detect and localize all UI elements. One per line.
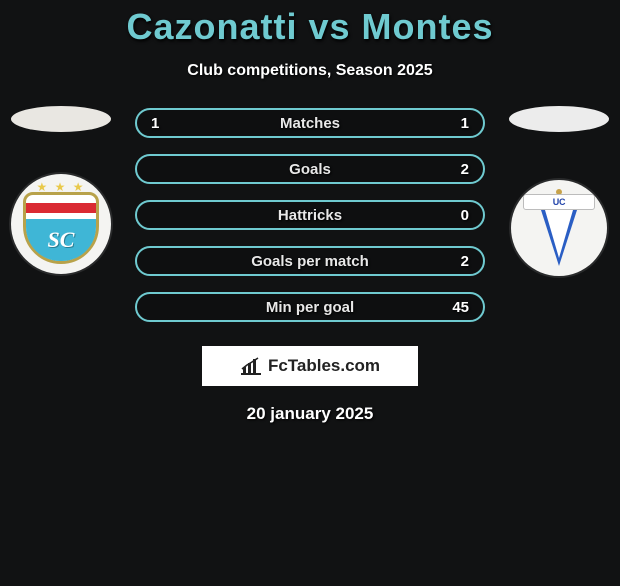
- club-right-band: UC: [523, 194, 595, 210]
- club-badge-left: ★ ★ ★ SC: [11, 174, 111, 274]
- stat-label: Goals: [137, 156, 483, 182]
- stat-value-right: 45: [433, 294, 479, 320]
- page-title: Cazonatti vs Montes: [0, 6, 620, 48]
- stat-row: Hattricks0: [135, 200, 485, 230]
- player-right-head-ellipse: [509, 106, 609, 132]
- stat-row: Min per goal45: [135, 292, 485, 322]
- stat-label: Min per goal: [137, 294, 483, 320]
- stat-label: Goals per match: [137, 248, 483, 274]
- stat-label: Hattricks: [137, 202, 483, 228]
- stat-row: 1Matches1: [135, 108, 485, 138]
- stat-value-right: 2: [433, 248, 479, 274]
- stat-row: Goals per match2: [135, 246, 485, 276]
- shield-icon: SC: [23, 192, 99, 264]
- club-badge-right: UC: [511, 180, 607, 276]
- brand-box: FcTables.com: [202, 346, 418, 386]
- player-right-column: UC: [504, 108, 614, 276]
- player-left-column: ★ ★ ★ SC: [6, 108, 116, 274]
- stat-value-right: 2: [433, 156, 479, 182]
- pennant-icon: [541, 210, 577, 266]
- stat-rows: 1Matches1Goals2Hattricks0Goals per match…: [135, 108, 485, 322]
- comparison-zone: ★ ★ ★ SC UC 1Matches1Goals2Hattricks0Goa…: [0, 108, 620, 322]
- stat-label: Matches: [137, 110, 483, 136]
- stat-value-right: 1: [433, 110, 479, 136]
- stat-value-right: 0: [433, 202, 479, 228]
- subtitle: Club competitions, Season 2025: [0, 62, 620, 80]
- brand-text: FcTables.com: [268, 356, 380, 376]
- date-text: 20 january 2025: [0, 404, 620, 424]
- player-left-head-ellipse: [11, 106, 111, 132]
- bar-chart-icon: [240, 357, 262, 375]
- stat-row: Goals2: [135, 154, 485, 184]
- club-left-initials: SC: [26, 219, 96, 261]
